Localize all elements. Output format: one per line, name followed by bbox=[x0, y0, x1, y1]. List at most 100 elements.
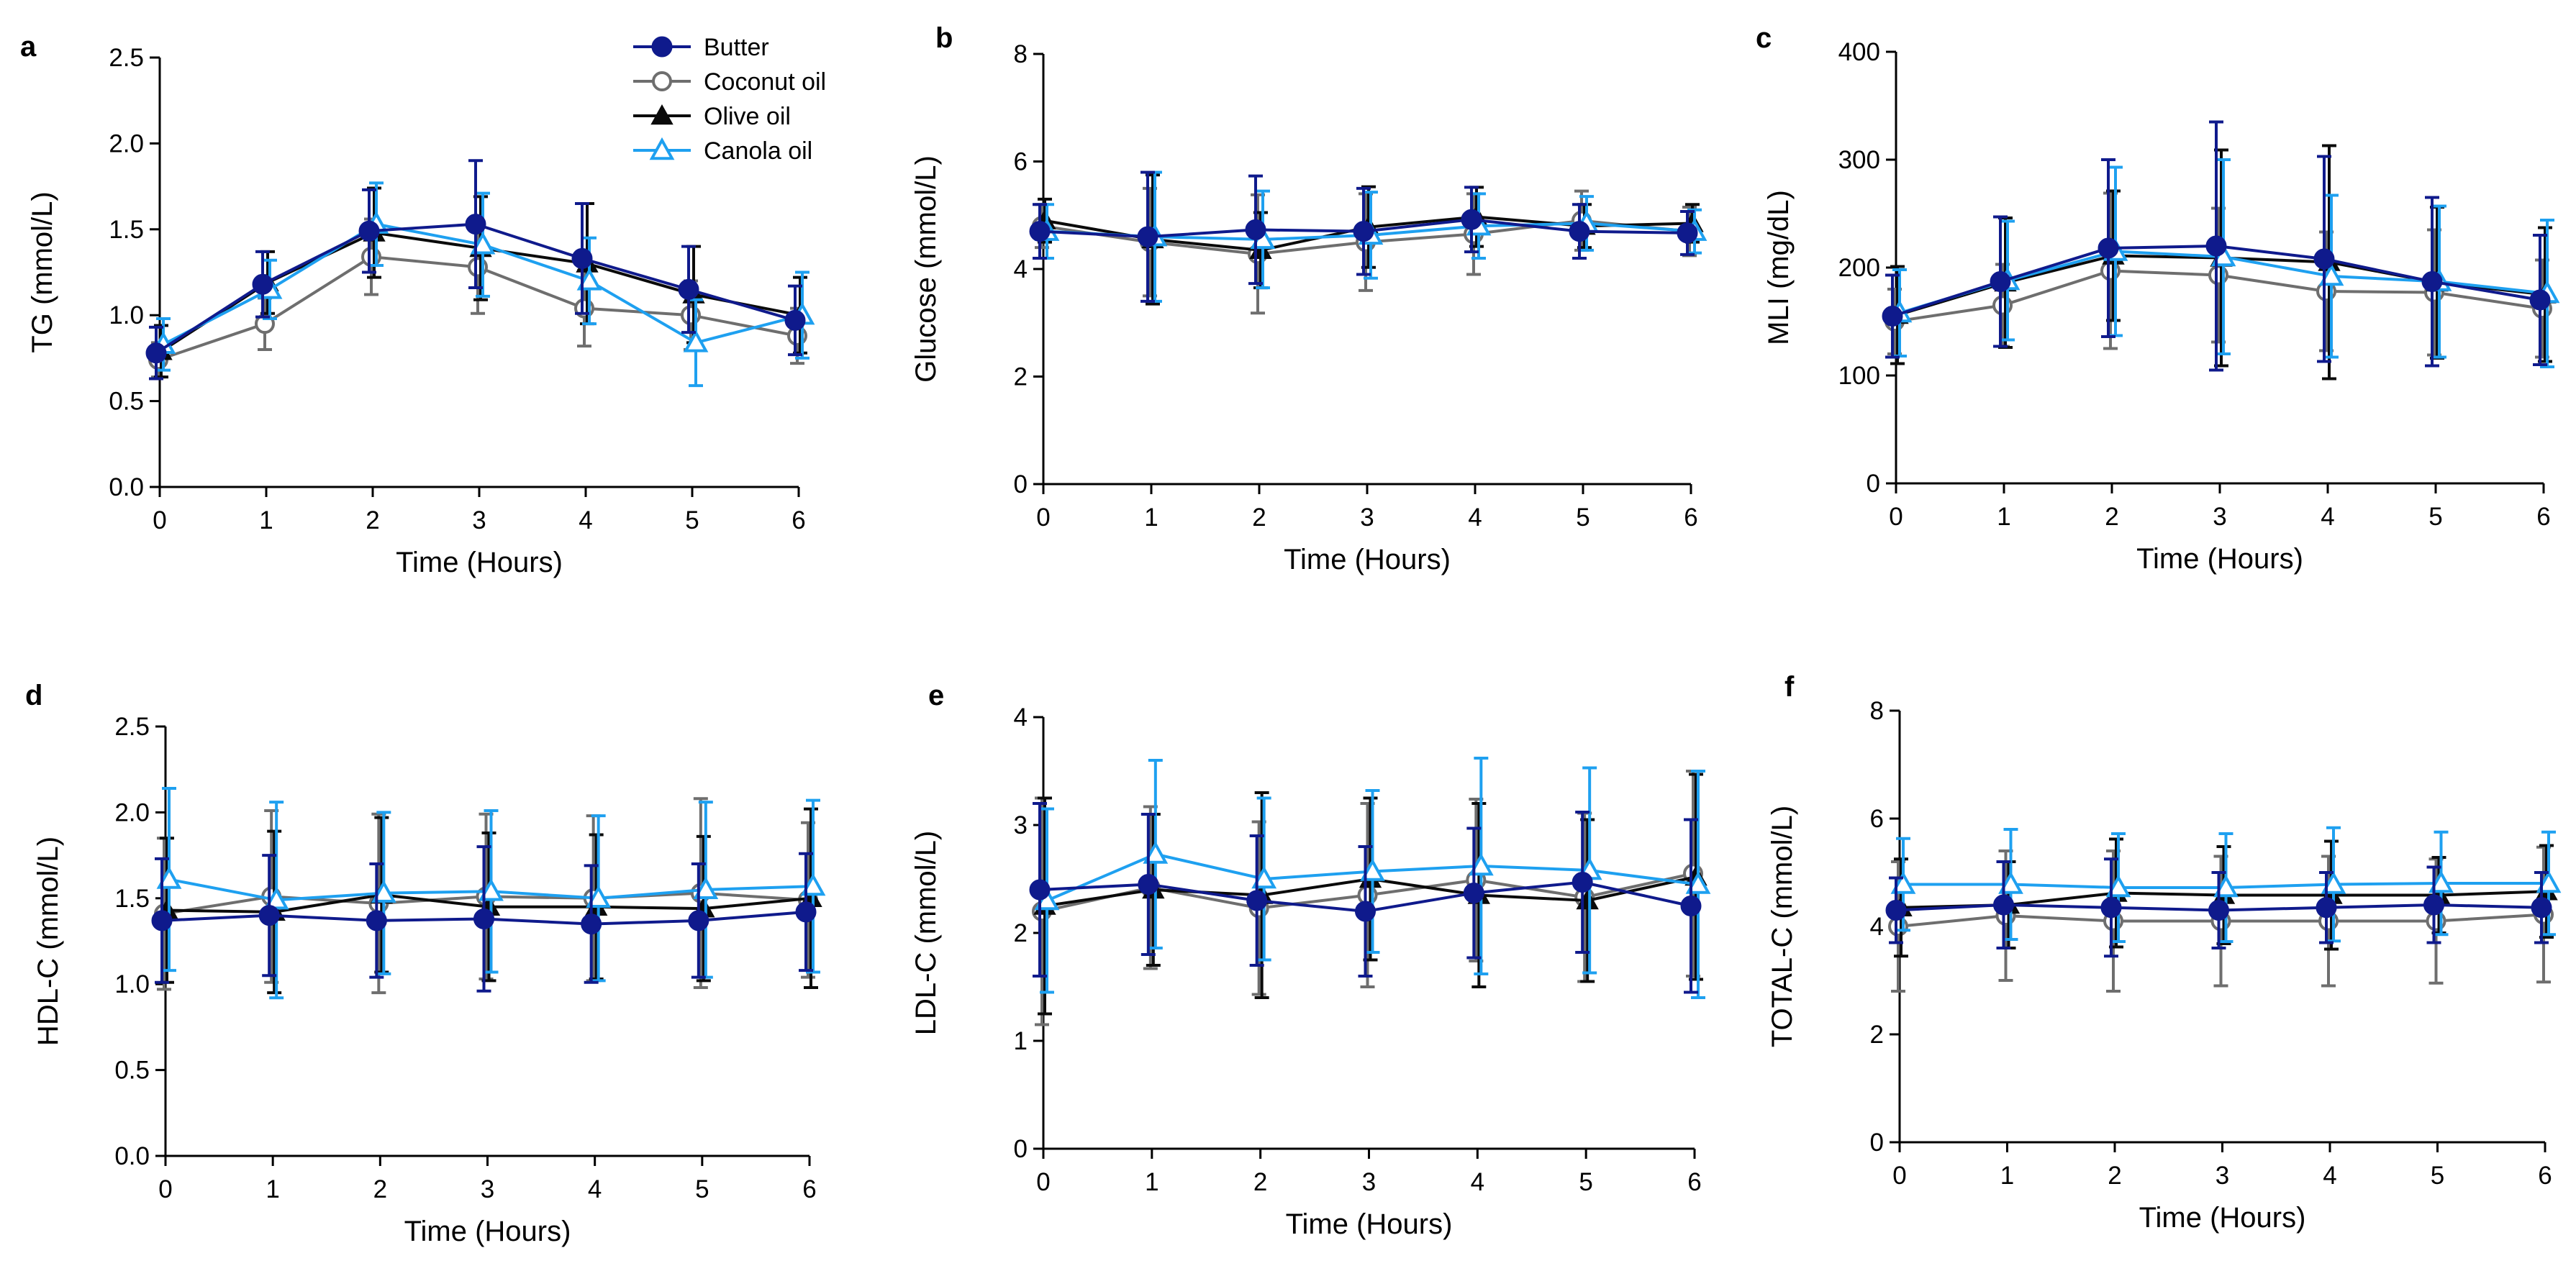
data-point bbox=[1998, 871, 2023, 894]
y-tick-label: 400 bbox=[1838, 38, 1880, 66]
data-point bbox=[693, 876, 719, 900]
x-tick-label: 3 bbox=[1360, 504, 1374, 532]
data-point bbox=[1677, 222, 1698, 244]
x-tick-label: 0 bbox=[153, 506, 166, 534]
x-tick-label: 3 bbox=[481, 1175, 494, 1203]
y-tick-label: 2.5 bbox=[114, 713, 150, 741]
y-tick-label: 1 bbox=[1014, 1027, 1028, 1055]
data-point bbox=[258, 905, 280, 926]
x-tick-label: 3 bbox=[1362, 1168, 1376, 1196]
x-axis-title: Time (Hours) bbox=[1284, 544, 1451, 575]
y-axis-title: TG (mmol/L) bbox=[27, 191, 58, 352]
series-butter bbox=[1029, 170, 1698, 303]
data-point bbox=[2313, 248, 2335, 270]
x-axis-title: Time (Hours) bbox=[1286, 1208, 1453, 1240]
data-point bbox=[1360, 858, 1385, 881]
legend-label: Butter bbox=[704, 34, 769, 61]
y-tick-label: 0 bbox=[1867, 470, 1880, 498]
data-point bbox=[795, 901, 817, 923]
x-tick-label: 1 bbox=[2000, 1162, 2014, 1190]
x-axis-title: Time (Hours) bbox=[404, 1216, 571, 1247]
x-tick-label: 2 bbox=[373, 1175, 387, 1203]
data-point bbox=[571, 247, 593, 269]
series-canola-oil bbox=[1887, 158, 2560, 368]
y-tick-label: 1.5 bbox=[109, 216, 144, 244]
y-tick-label: 2 bbox=[1014, 363, 1028, 391]
x-tick-label: 5 bbox=[1576, 504, 1589, 532]
panel-f: f 0 2 4 6 8 0 1 2 3 4 5 6 Time (Hours) TOTAL-C (mmol/L… bbox=[1767, 671, 2562, 1234]
data-point bbox=[683, 329, 709, 352]
series-butter bbox=[1885, 857, 2552, 958]
data-point bbox=[576, 268, 602, 291]
data-point bbox=[1890, 871, 1916, 894]
x-tick-label: 1 bbox=[1997, 503, 2010, 531]
panel-letter: d bbox=[25, 680, 42, 711]
data-point bbox=[2213, 874, 2239, 898]
x-tick-label: 0 bbox=[1036, 504, 1050, 532]
x-tick-label: 4 bbox=[1468, 504, 1482, 532]
y-tick-label: 0 bbox=[1014, 1135, 1028, 1163]
data-point bbox=[1143, 841, 1169, 864]
y-tick-label: 2.5 bbox=[109, 44, 144, 72]
x-tick-label: 5 bbox=[2428, 503, 2442, 531]
data-point bbox=[581, 914, 602, 935]
data-point bbox=[151, 910, 173, 931]
x-tick-label: 2 bbox=[2108, 1162, 2121, 1190]
y-tick-label: 200 bbox=[1838, 254, 1880, 282]
data-point bbox=[1468, 852, 1494, 876]
data-point bbox=[1029, 221, 1051, 242]
data-point bbox=[1353, 221, 1374, 242]
series-olive-oil bbox=[1890, 837, 2558, 958]
data-point bbox=[2318, 263, 2344, 286]
y-tick-label: 1.0 bbox=[114, 970, 150, 998]
x-tick-label: 3 bbox=[2213, 503, 2226, 531]
y-tick-label: 0.5 bbox=[114, 1057, 150, 1085]
y-tick-label: 4 bbox=[1870, 913, 1884, 941]
y-tick-label: 8 bbox=[1014, 40, 1028, 68]
y-tick-label: 4 bbox=[1014, 703, 1028, 732]
y-tick-label: 0.0 bbox=[109, 473, 144, 501]
data-point bbox=[586, 885, 612, 908]
series-canola-oil bbox=[1034, 757, 1711, 999]
data-point bbox=[678, 278, 699, 300]
x-tick-label: 2 bbox=[2105, 503, 2118, 531]
series-canola-oil bbox=[150, 181, 815, 388]
y-tick-label: 2 bbox=[1014, 919, 1028, 947]
x-tick-label: 5 bbox=[2431, 1162, 2444, 1190]
x-tick-label: 1 bbox=[259, 506, 273, 534]
data-point bbox=[1680, 896, 1702, 916]
data-point bbox=[2208, 900, 2229, 921]
y-tick-label: 3 bbox=[1014, 811, 1028, 839]
legend-marker bbox=[649, 137, 675, 160]
data-point bbox=[1569, 221, 1590, 242]
x-tick-label: 0 bbox=[158, 1175, 172, 1203]
x-tick-label: 4 bbox=[2323, 1162, 2336, 1190]
panel-a: a 0.0 0.5 1.0 1.5 2.0 2.5 0 1 2 3 4 5 6 Time (Hours) TG… bbox=[20, 31, 826, 578]
legend-marker bbox=[650, 104, 674, 125]
series-butter bbox=[1029, 802, 1702, 994]
x-tick-label: 6 bbox=[1684, 504, 1697, 532]
legend-marker bbox=[651, 36, 673, 58]
series-canola-oil bbox=[1890, 826, 2562, 943]
y-tick-label: 2.0 bbox=[109, 129, 144, 158]
y-tick-label: 8 bbox=[1870, 697, 1884, 725]
data-point bbox=[2100, 897, 2122, 919]
x-tick-label: 2 bbox=[1253, 1168, 1267, 1196]
data-point bbox=[2428, 870, 2454, 893]
x-tick-label: 6 bbox=[1687, 1168, 1701, 1196]
x-tick-label: 3 bbox=[2216, 1162, 2229, 1190]
data-point bbox=[1029, 879, 1051, 901]
panel-letter: a bbox=[20, 31, 37, 63]
data-point bbox=[1990, 271, 2011, 292]
data-point bbox=[1246, 890, 1268, 911]
y-tick-label: 4 bbox=[1014, 255, 1028, 283]
data-point bbox=[1355, 901, 1376, 922]
panel-letter: c bbox=[1756, 22, 1772, 54]
data-point bbox=[1572, 872, 1593, 893]
legend: Butter Coconut oil Olive oil Canola oil bbox=[633, 34, 826, 165]
panel-e: e 0 1 2 3 4 0 1 2 3 4 5 6 Time (Hours) LDL-C (mmol/L) bbox=[910, 680, 1711, 1240]
data-point bbox=[1251, 865, 1277, 889]
data-point bbox=[252, 273, 273, 295]
y-tick-label: 0.5 bbox=[109, 388, 144, 416]
